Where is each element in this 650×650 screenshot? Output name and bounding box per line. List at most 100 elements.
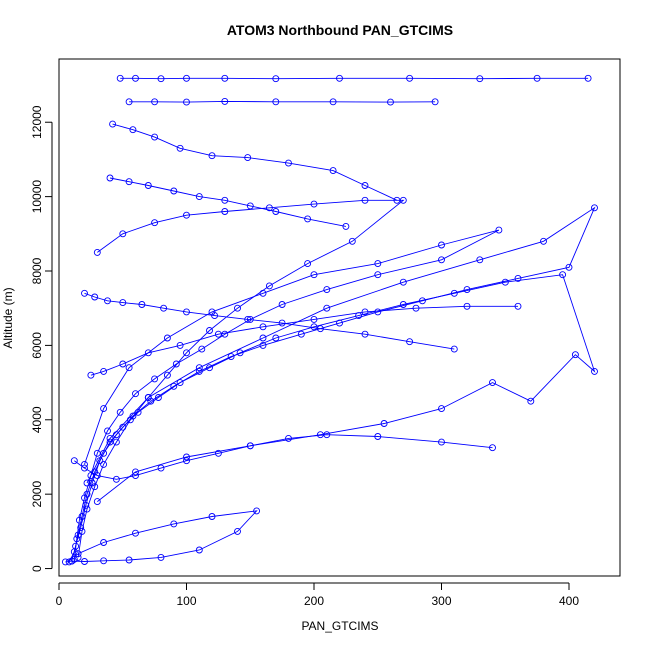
data-point (374, 260, 382, 268)
data-point (234, 304, 241, 312)
data-point (93, 248, 101, 256)
data-point (323, 304, 331, 312)
data-point (259, 341, 267, 349)
data-point (418, 297, 426, 305)
data-point (476, 256, 484, 264)
data-point (100, 557, 108, 565)
data-point (112, 438, 120, 446)
data-point (206, 327, 213, 334)
data-point (132, 468, 139, 476)
data-point (109, 120, 117, 128)
data-point (104, 427, 111, 435)
data-point (221, 196, 229, 204)
data-point (316, 325, 324, 333)
data-point (134, 408, 142, 416)
data-point (160, 304, 168, 312)
data-point (93, 449, 101, 457)
data-point (132, 472, 139, 480)
data-point (112, 431, 120, 439)
data-point (144, 349, 152, 357)
x-tick-label: 300 (431, 594, 451, 608)
data-point (81, 558, 88, 565)
data-point (183, 211, 190, 219)
data-point (591, 367, 598, 375)
series-line-7 (112, 123, 398, 201)
data-point (406, 338, 414, 346)
data-point (154, 394, 162, 401)
data-point (342, 222, 350, 230)
chart-title: ATOM3 Northbound PAN_GTCIMS (227, 22, 453, 38)
data-point (176, 379, 184, 387)
data-point (310, 271, 318, 279)
series-line-1 (68, 206, 596, 563)
data-point (195, 364, 203, 372)
data-point (310, 315, 318, 323)
y-tick-label: 6000 (30, 332, 44, 359)
data-point (151, 98, 159, 106)
data-point (208, 513, 216, 520)
data-point (81, 460, 88, 468)
data-point (91, 483, 99, 491)
data-point (514, 274, 522, 282)
data-point (144, 182, 152, 189)
data-point (93, 498, 101, 506)
data-point (138, 301, 146, 308)
data-point (132, 529, 139, 537)
data-point (246, 442, 254, 450)
x-tick-label: 400 (559, 594, 579, 608)
data-point (489, 379, 496, 387)
data-point (91, 293, 99, 301)
y-axis: 0 2000 4000 6000 8000 10000 12000 (30, 105, 53, 572)
data-point (172, 360, 180, 368)
data-point (129, 126, 137, 134)
data-point (565, 263, 573, 271)
data-point (157, 75, 165, 83)
y-tick-label: 10000 (30, 180, 44, 214)
data-point (126, 416, 134, 424)
data-point (348, 237, 356, 245)
data-point (157, 464, 165, 472)
series-line-8 (109, 177, 346, 227)
data-point (170, 382, 178, 390)
data-point (463, 302, 471, 310)
data-point (74, 531, 82, 539)
data-point (259, 334, 267, 342)
data-point (374, 433, 382, 440)
data-point (198, 345, 206, 353)
data-point (70, 457, 78, 465)
data-point (272, 75, 280, 83)
data-point (96, 457, 104, 465)
data-point (208, 152, 216, 160)
x-tick-label: 0 (56, 594, 63, 608)
data-point (106, 174, 114, 182)
data-point (361, 182, 369, 189)
series-line-2 (71, 274, 596, 562)
data-point (412, 304, 420, 312)
data-point (74, 550, 82, 558)
data-point (355, 312, 363, 320)
data-point (125, 556, 133, 564)
data-point (387, 98, 394, 106)
data-point (285, 159, 292, 167)
data-point (361, 196, 369, 204)
data-point (438, 405, 445, 413)
data-point (236, 349, 244, 357)
data-point (285, 434, 292, 442)
data-point (100, 539, 108, 546)
data-point (77, 524, 85, 532)
series-points (61, 74, 598, 566)
y-tick-label: 8000 (30, 257, 44, 284)
data-point (495, 226, 503, 234)
data-point (221, 74, 229, 82)
data-point (336, 74, 343, 82)
data-point (83, 505, 91, 513)
data-point (399, 278, 407, 286)
data-point (431, 98, 439, 106)
data-point (195, 193, 203, 201)
data-point (116, 408, 124, 416)
data-point (78, 527, 86, 535)
data-point (132, 390, 139, 398)
data-point (68, 557, 76, 565)
series-lines (65, 77, 596, 563)
